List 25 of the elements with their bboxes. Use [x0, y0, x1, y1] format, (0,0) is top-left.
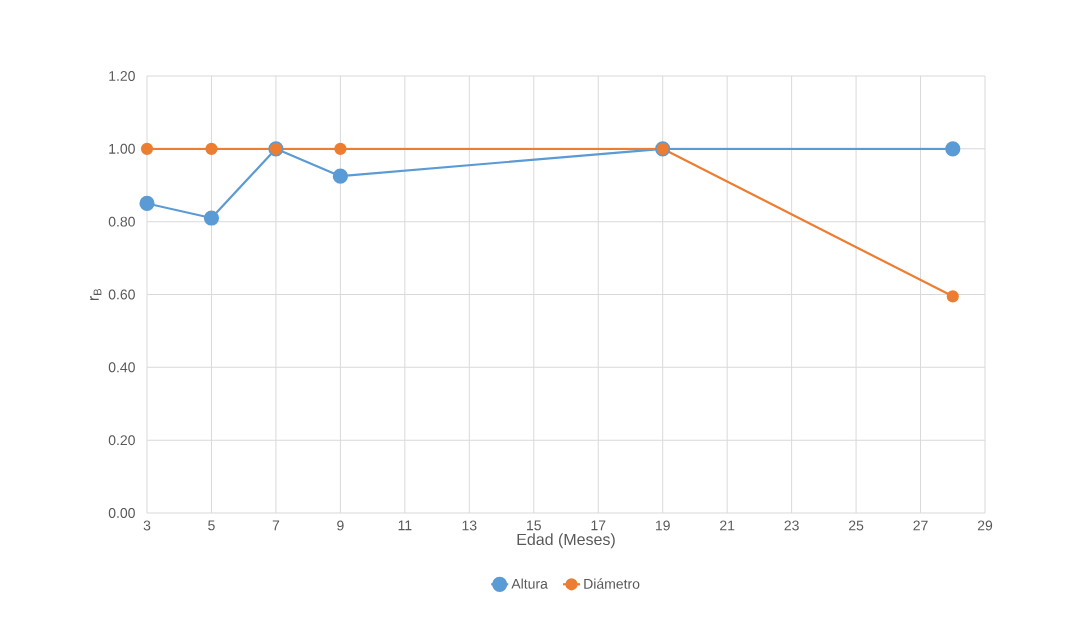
x-tick-label: 3 [143, 520, 151, 531]
x-tick-label: 5 [208, 520, 215, 531]
x-tick-label: 27 [913, 520, 928, 531]
y-tick-label: 0.00 [108, 508, 135, 518]
y-tick-label: 1.00 [109, 143, 135, 154]
x-tick-label: 23 [784, 520, 799, 531]
x-tick-label: 9 [337, 520, 344, 531]
x-tick-label: 19 [655, 520, 670, 531]
y-tick-label: 0.80 [108, 216, 135, 227]
x-tick-label: 17 [591, 520, 606, 531]
x-tick-label: 25 [849, 520, 864, 531]
x-tick-label: 15 [527, 520, 541, 531]
y-tick-label: 0.20 [108, 435, 135, 446]
x-tick-label: 13 [462, 520, 477, 531]
legend-label: Diámetro [584, 578, 640, 589]
y-tick-label: 0.40 [108, 362, 135, 373]
x-tick-label: 11 [398, 520, 412, 531]
y-tick-label: 1.20 [109, 71, 135, 81]
x-tick-label: 7 [272, 520, 280, 531]
legend-label: Altura [511, 578, 548, 589]
x-tick-label: 21 [720, 520, 735, 531]
y-axis-title: r$_{B}$ [90, 288, 102, 301]
y-tick-label: 0.60 [108, 289, 135, 300]
x-tick-label: 29 [977, 520, 993, 531]
x-axis-title: Edad (Meses) [517, 533, 615, 549]
